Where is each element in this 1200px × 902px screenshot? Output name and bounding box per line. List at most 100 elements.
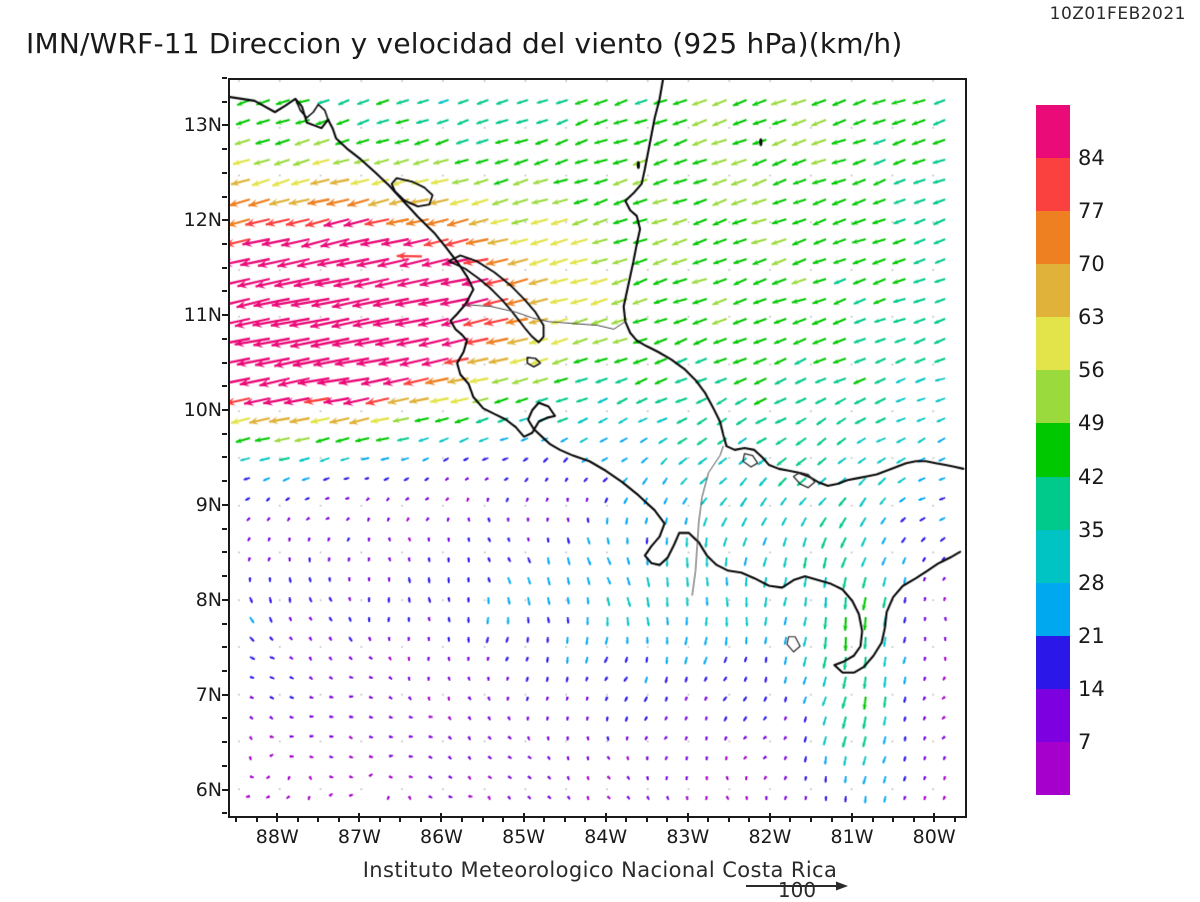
x-tick-label: 87W bbox=[337, 826, 381, 848]
y-tick-minor bbox=[222, 337, 227, 340]
colorbar-band bbox=[1036, 529, 1070, 583]
colorbar-tick-label: 28 bbox=[1078, 570, 1105, 595]
colorbar-band bbox=[1036, 317, 1070, 371]
colorbar-tick-label: 70 bbox=[1078, 252, 1105, 277]
y-tick-minor bbox=[222, 669, 227, 672]
y-tick-label: 7N bbox=[195, 683, 222, 706]
y-tick-label: 12N bbox=[183, 209, 222, 232]
x-tick-label: 83W bbox=[666, 826, 710, 848]
y-tick-mark bbox=[222, 788, 231, 791]
y-tick-minor bbox=[222, 527, 227, 530]
x-tick-minor bbox=[481, 817, 484, 822]
x-tick-minor bbox=[789, 817, 792, 822]
y-tick-mark bbox=[222, 598, 231, 601]
colorbar-band bbox=[1036, 423, 1070, 477]
y-tick-minor bbox=[222, 77, 227, 79]
timestamp-label: 10Z01FEB2021 bbox=[1049, 4, 1186, 24]
colorbar-tick-label: 7 bbox=[1078, 729, 1092, 754]
x-tick-minor bbox=[645, 817, 648, 822]
x-tick-minor bbox=[296, 817, 299, 822]
x-tick-minor bbox=[809, 817, 812, 822]
x-tick-mark bbox=[276, 813, 279, 822]
x-axis: 88W 87W 86W 85W 84W 83W 82W 81W 80W bbox=[228, 813, 967, 854]
y-tick-minor bbox=[222, 551, 227, 554]
x-tick-minor bbox=[337, 817, 340, 822]
colorbar-band bbox=[1036, 688, 1070, 742]
y-tick-minor bbox=[222, 456, 227, 459]
y-tick-minor bbox=[222, 385, 227, 388]
colorbar-band bbox=[1036, 104, 1070, 159]
y-tick-label: 10N bbox=[183, 399, 222, 422]
x-tick-minor bbox=[563, 817, 566, 822]
y-tick-label: 13N bbox=[183, 114, 222, 137]
x-tick-minor bbox=[707, 817, 710, 822]
y-tick-minor bbox=[222, 243, 227, 246]
x-tick-minor bbox=[830, 817, 833, 822]
x-tick-label: 86W bbox=[420, 826, 463, 848]
y-tick-minor bbox=[222, 171, 227, 174]
y-tick-mark bbox=[222, 314, 231, 317]
y-tick-minor bbox=[222, 361, 227, 364]
x-tick-minor bbox=[912, 817, 915, 822]
colorbar-tick-label: 84 bbox=[1078, 146, 1105, 171]
x-tick-minor bbox=[584, 817, 587, 822]
y-tick-minor bbox=[222, 646, 227, 649]
y-tick-minor bbox=[222, 195, 227, 198]
y-tick-minor bbox=[222, 148, 227, 151]
x-tick-mark bbox=[604, 813, 607, 822]
y-tick-minor bbox=[222, 575, 227, 578]
map-plot-area[interactable] bbox=[228, 78, 967, 818]
colorbar-band bbox=[1036, 158, 1070, 212]
x-tick-label: 88W bbox=[255, 826, 299, 848]
x-tick-minor bbox=[892, 817, 895, 822]
colorbar-band bbox=[1036, 370, 1070, 424]
x-tick-minor bbox=[748, 817, 751, 822]
x-tick-mark bbox=[440, 813, 443, 822]
y-tick-mark bbox=[222, 693, 231, 696]
x-tick-mark bbox=[851, 813, 854, 822]
x-tick-minor bbox=[461, 817, 464, 822]
colorbar-tick-label: 77 bbox=[1078, 199, 1105, 224]
x-tick-mark bbox=[686, 813, 689, 822]
y-tick-mark bbox=[222, 503, 231, 506]
y-tick-minor bbox=[222, 432, 227, 435]
colorbar-tick-label: 35 bbox=[1078, 517, 1105, 542]
y-tick-mark bbox=[222, 409, 231, 412]
y-tick-label: 11N bbox=[183, 304, 222, 327]
footer-credit: Instituto Meteorologico Nacional Costa R… bbox=[362, 858, 838, 882]
colorbar-tick-label: 14 bbox=[1078, 676, 1105, 701]
x-tick-minor bbox=[378, 817, 381, 822]
x-tick-label: 80W bbox=[912, 826, 956, 848]
y-tick-minor bbox=[222, 764, 227, 767]
x-tick-mark bbox=[522, 813, 525, 822]
x-tick-label: 81W bbox=[830, 826, 874, 848]
y-tick-label: 8N bbox=[195, 588, 222, 611]
x-tick-minor bbox=[419, 817, 422, 822]
colorbar-tick-label: 63 bbox=[1078, 305, 1105, 330]
colorbar-tick-labels: 7 14 21 28 35 42 49 56 63 70 77 84 bbox=[1078, 105, 1188, 795]
y-tick-minor bbox=[222, 100, 227, 103]
x-tick-minor bbox=[255, 817, 258, 822]
colorbar-band bbox=[1036, 476, 1070, 530]
x-tick-label: 82W bbox=[748, 826, 792, 848]
x-tick-minor bbox=[543, 817, 546, 822]
y-tick-label: 9N bbox=[195, 493, 222, 516]
y-tick-mark bbox=[222, 219, 231, 222]
x-tick-minor bbox=[871, 817, 874, 822]
x-tick-minor bbox=[235, 817, 238, 822]
x-tick-label: 85W bbox=[502, 826, 546, 848]
x-tick-mark bbox=[768, 813, 771, 822]
colorbar-band bbox=[1036, 741, 1070, 795]
colorbar-band bbox=[1036, 635, 1070, 689]
y-tick-label: 6N bbox=[195, 778, 222, 801]
y-tick-minor bbox=[222, 480, 227, 483]
reference-vector-icon bbox=[746, 881, 848, 891]
page-title: IMN/WRF-11 Direccion y velocidad del vie… bbox=[26, 27, 903, 60]
x-tick-minor bbox=[317, 817, 320, 822]
y-axis: 6N 7N 8N 9N 10N 11N 12N 13N bbox=[148, 77, 231, 818]
colorbar-tick-label: 21 bbox=[1078, 623, 1105, 648]
y-tick-minor bbox=[222, 741, 227, 744]
x-tick-mark bbox=[933, 813, 936, 822]
x-tick-minor bbox=[666, 817, 669, 822]
colorbar-band bbox=[1036, 264, 1070, 318]
